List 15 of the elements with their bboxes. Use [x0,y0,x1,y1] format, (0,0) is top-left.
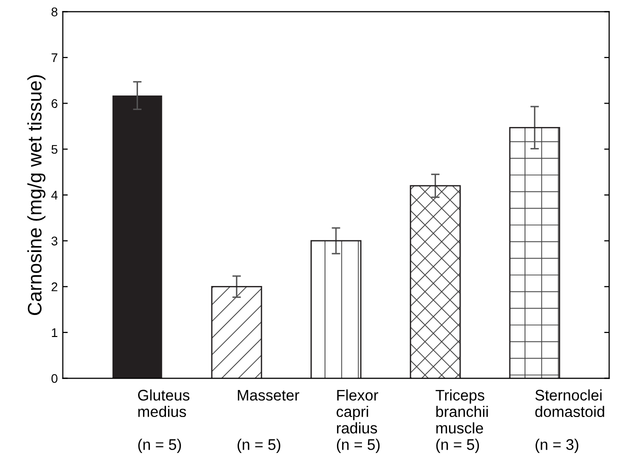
y-tick-label: 5 [51,145,58,154]
y-axis-title: Carnosine (mg/g wet tissue) [27,75,46,316]
y-tick-label: 2 [52,282,58,292]
x-tick-label: Flexor capri radius (n = 5) [336,389,380,453]
category-label: Sternoclei domastoid (n = 3) [535,389,604,453]
x-tick-label: Triceps branchii muscle (n = 5) [436,389,488,453]
y-tick-label: 4 [51,190,58,200]
y-tick-label: 8 [52,7,58,16]
category-label: Masseter (n = 5) [238,390,300,453]
y-tick-label: 1 [52,328,58,337]
y-tick-label: 6 [52,99,58,108]
y-tick-label: 3 [51,236,58,246]
y-tick-label: 0 [51,374,58,383]
y-tick-label: 7 [52,53,58,62]
category-label: Gluteus medius (n = 5) [138,389,190,453]
